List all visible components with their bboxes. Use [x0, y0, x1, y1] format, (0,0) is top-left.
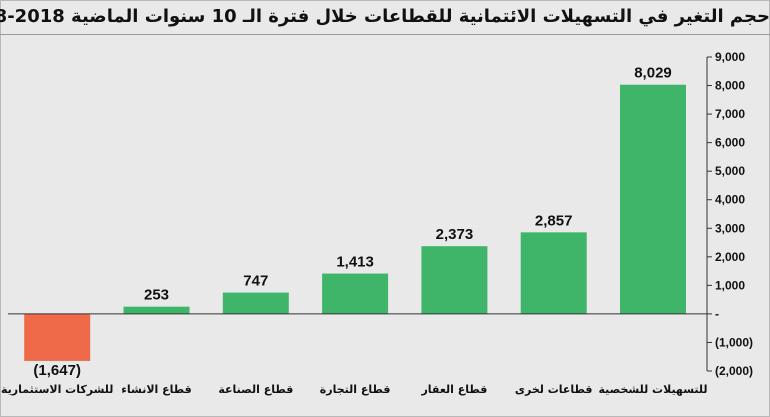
bars-group: [24, 84, 686, 361]
y-tick-label: 7,000: [715, 107, 745, 121]
y-tick-label: 9,000: [715, 50, 745, 64]
y-axis: 9,000 8,000 7,000 6,000 5,000 4,000 3,000 2,000…: [8, 50, 753, 378]
value-labels-group: 8,029 2,857 2,373 1,413 747 253 (1,647): [33, 65, 671, 379]
y-tick-label: 5,000: [715, 164, 745, 178]
bar: [222, 292, 289, 314]
y-tick-label: 6,000: [715, 136, 745, 150]
y-tick-label: 2,000: [715, 250, 745, 264]
x-tick-label: للتسهيلات للشخصية: [598, 383, 707, 396]
bar-value-label: 1,413: [336, 254, 374, 271]
y-tick-label: (2,000): [715, 364, 753, 378]
bar-value-label: (1,647): [33, 362, 81, 379]
bar: [520, 232, 587, 314]
bar: [322, 273, 389, 314]
y-tick-label: 8,000: [715, 79, 745, 93]
chart-title: حجم التغير في التسهيلات الائتمانية للقطا…: [0, 6, 770, 27]
x-labels-group: للتسهيلات للشخصية قطاعات لخرى قطاع العقار ق…: [1, 383, 708, 396]
x-tick-label: قطاع الانشاء: [121, 383, 191, 396]
bar: [24, 313, 91, 361]
bar: [620, 84, 686, 314]
title-divider: [0, 34, 770, 35]
x-tick-label: قطاعات لخرى: [515, 383, 593, 396]
bar-value-label: 747: [243, 273, 268, 290]
y-tick-label: 4,000: [715, 193, 745, 207]
x-tick-label: قطاع الصناعة: [218, 383, 293, 396]
y-tick-label: -: [715, 307, 719, 321]
x-tick-label: قطاع العقار: [420, 383, 487, 396]
bar: [421, 246, 488, 314]
bar: [123, 306, 190, 314]
x-tick-label: قطاع التجارة: [320, 383, 391, 396]
bar-value-label: 8,029: [634, 65, 672, 82]
bar-value-label: 253: [144, 287, 169, 304]
bar-value-label: 2,857: [535, 212, 573, 229]
y-tick-label: 1,000: [715, 278, 745, 292]
y-tick-label: 3,000: [715, 221, 745, 235]
bar-value-label: 2,373: [436, 226, 474, 243]
y-tick-label: (1,000): [715, 335, 753, 349]
x-tick-label: للشركات الاستثمارية: [1, 383, 113, 396]
